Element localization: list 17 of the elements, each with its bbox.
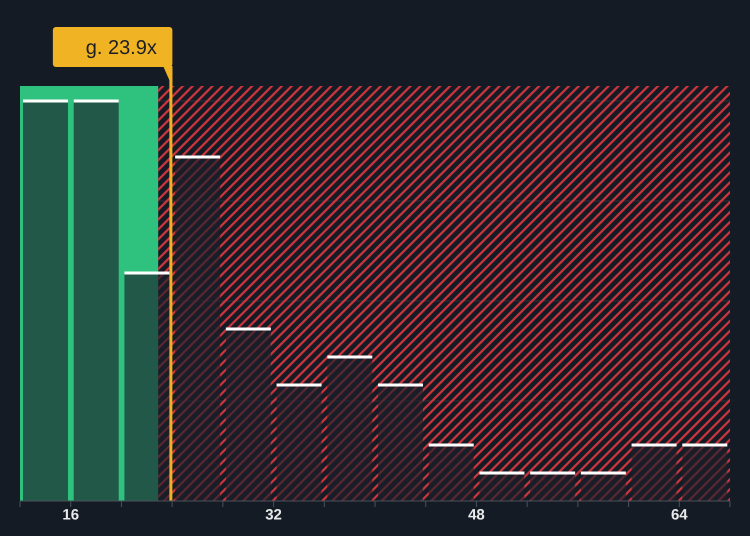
x-tick-label: 32	[265, 506, 282, 524]
bar	[224, 328, 272, 502]
bar	[579, 472, 628, 502]
x-tick-label: 48	[468, 506, 485, 524]
bar	[680, 444, 729, 502]
bar	[630, 444, 678, 502]
bar	[174, 156, 222, 502]
bar	[427, 444, 476, 502]
x-tick-label: 64	[670, 506, 688, 524]
bar	[326, 356, 374, 502]
bar	[275, 384, 324, 502]
bar	[376, 384, 424, 502]
bar	[478, 472, 526, 502]
bar	[528, 472, 577, 502]
x-tick-label: 16	[62, 506, 80, 524]
ref-line-label: g. 23.9x	[86, 37, 157, 59]
bar	[122, 272, 171, 502]
